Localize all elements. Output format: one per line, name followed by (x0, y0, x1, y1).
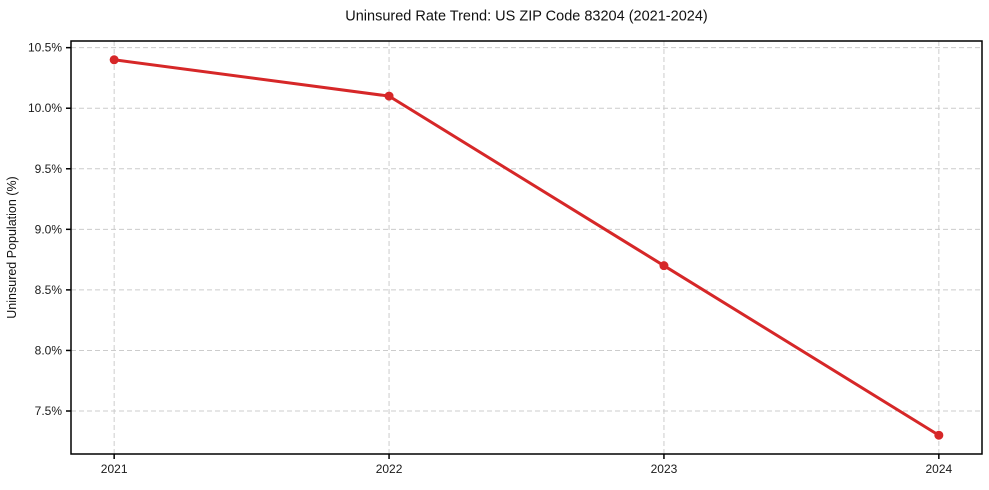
y-tick-label: 9.0% (35, 222, 63, 236)
data-point-marker (109, 55, 119, 65)
y-tick-label: 10.0% (28, 101, 62, 115)
data-point-marker (384, 91, 394, 101)
x-tick-label: 2023 (651, 462, 678, 476)
series-layer (109, 55, 944, 440)
tick-layer: 7.5% 8.0% 8.5% 9.0% 9.5% 10.0% 10.5% 2021 2022 20… (28, 41, 953, 476)
data-point-marker (659, 261, 669, 271)
y-tick-label: 9.5% (35, 162, 63, 176)
grid-layer (71, 41, 982, 454)
plot-border (70, 40, 983, 455)
y-tick-label: 8.0% (35, 343, 63, 357)
x-tick-label: 2022 (376, 462, 403, 476)
data-point-marker (934, 430, 944, 440)
y-axis-label: Uninsured Population (%) (5, 176, 19, 318)
y-tick-label: 7.5% (35, 404, 63, 418)
chart-title: Uninsured Rate Trend: US ZIP Code 83204 … (345, 9, 707, 25)
x-tick-label: 2024 (925, 462, 952, 476)
x-tick-label: 2021 (101, 462, 128, 476)
data-line (112, 58, 941, 437)
y-tick-label: 10.5% (28, 41, 62, 55)
y-tick-label: 8.5% (35, 283, 63, 297)
